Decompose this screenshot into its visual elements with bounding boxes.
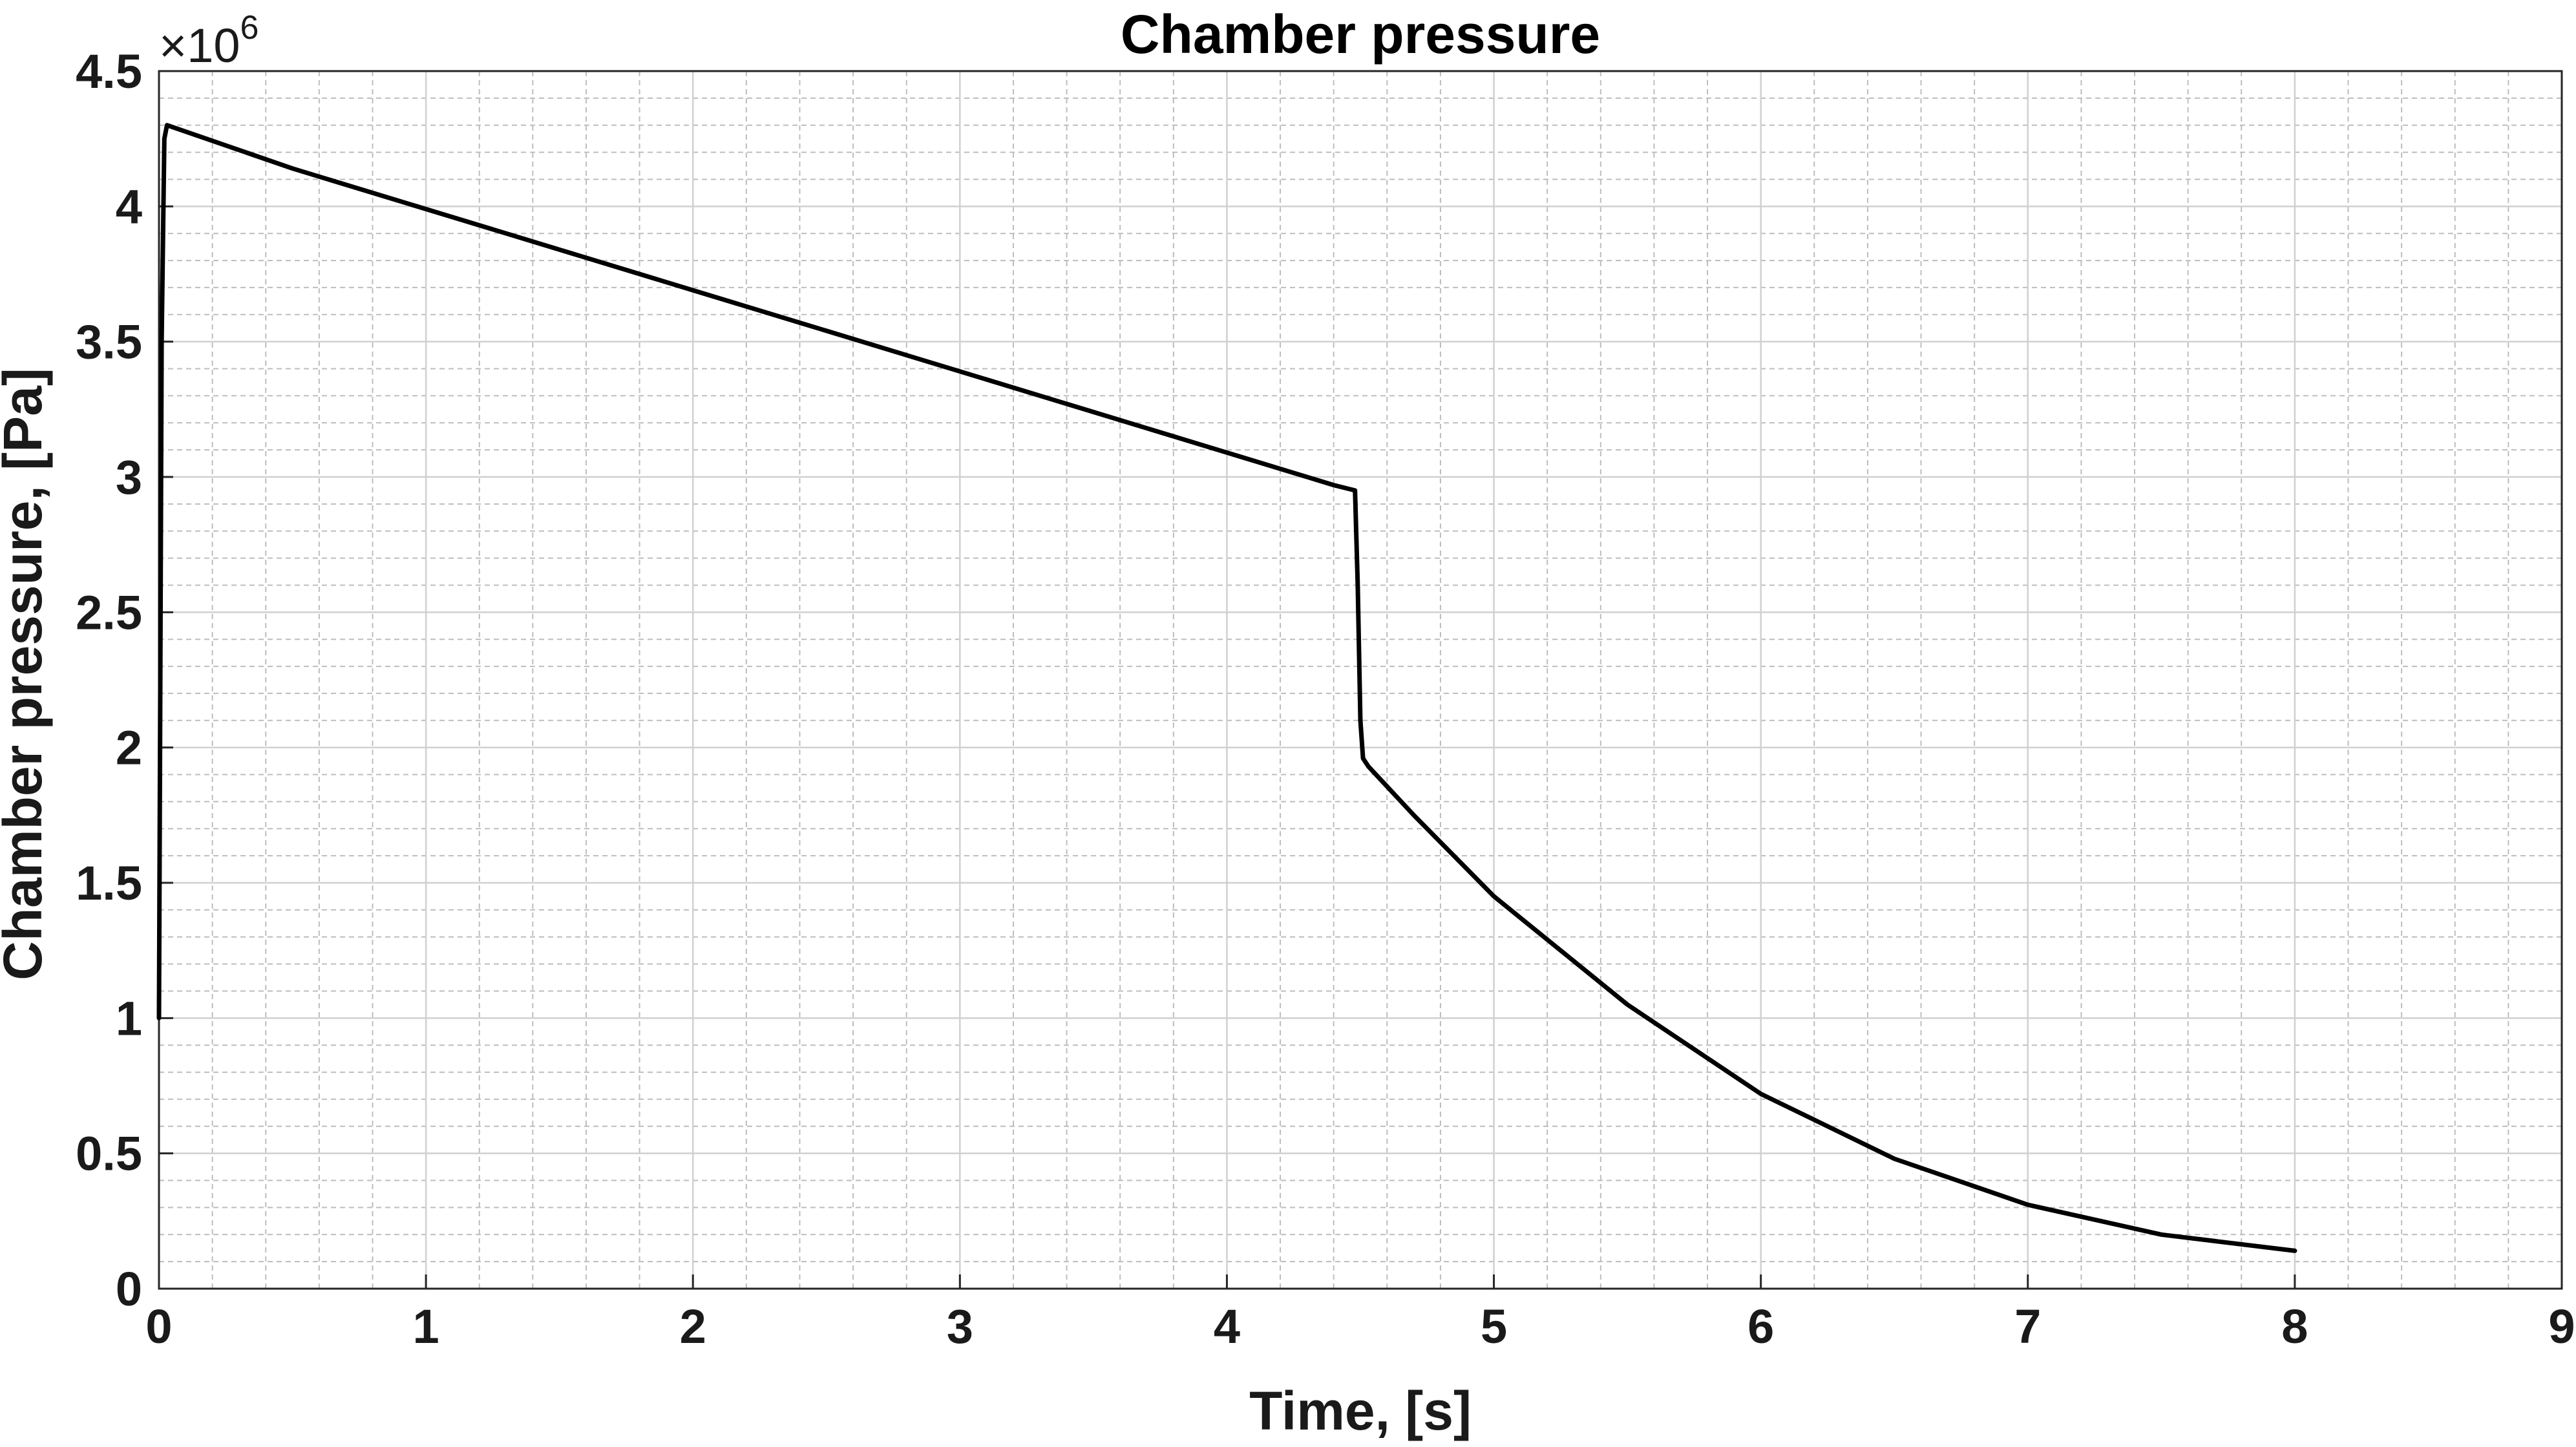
y-tick-label: 4 [116, 180, 142, 233]
x-axis-ticks: 0 1 2 3 4 5 6 7 8 9 [145, 1274, 2575, 1353]
x-tick-label: 8 [2281, 1300, 2308, 1353]
chart-title: Chamber pressure [1121, 4, 1600, 65]
y-tick-label: 0 [116, 1262, 142, 1316]
x-axis-label: Time, [s] [1249, 1380, 1472, 1441]
y-axis-label: Chamber pressure, [Pa] [0, 368, 53, 980]
x-tick-label: 2 [680, 1300, 706, 1353]
minor-grid [159, 71, 2562, 1289]
x-tick-label: 5 [1481, 1300, 1507, 1353]
x-tick-label: 9 [2548, 1300, 2575, 1353]
y-axis-multiplier-exponent: 6 [240, 9, 259, 47]
y-tick-label: 0.5 [76, 1127, 142, 1181]
y-axis-ticks: 0 0.5 1 1.5 2 2.5 3 3.5 4 4.5 [76, 45, 173, 1316]
series-line-0 [156, 123, 2297, 1253]
x-tick-label: 6 [1747, 1300, 1774, 1353]
y-axis-multiplier: ×106 [159, 9, 259, 72]
y-tick-label: 2.5 [76, 586, 142, 639]
y-tick-label: 2 [116, 721, 142, 775]
y-tick-label: 1.5 [76, 856, 142, 910]
y-tick-label: 3.5 [76, 315, 142, 369]
x-tick-label: 4 [1214, 1300, 1240, 1353]
x-tick-label: 7 [2014, 1300, 2041, 1353]
x-tick-label: 1 [413, 1300, 439, 1353]
y-axis-multiplier-base: ×10 [159, 19, 240, 72]
x-tick-label: 3 [947, 1300, 973, 1353]
series-layer [156, 123, 2297, 1253]
x-tick-label: 0 [145, 1300, 172, 1353]
y-tick-label: 1 [116, 991, 142, 1045]
y-tick-label: 3 [116, 450, 142, 504]
y-tick-label: 4.5 [76, 45, 142, 98]
